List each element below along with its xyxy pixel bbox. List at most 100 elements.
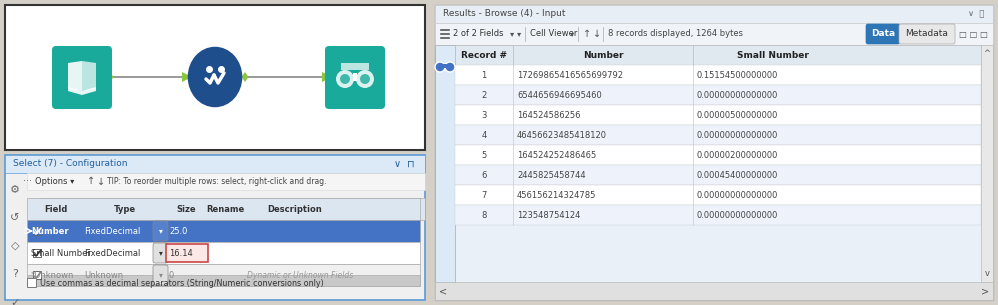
Bar xyxy=(5,155,425,173)
Text: ▾: ▾ xyxy=(570,30,574,38)
Text: Dynamic or Unknown Fields: Dynamic or Unknown Fields xyxy=(247,271,353,279)
Text: 0.15154500000000: 0.15154500000000 xyxy=(697,70,778,80)
Text: ◇: ◇ xyxy=(11,241,19,251)
Text: FixedDecimal: FixedDecimal xyxy=(84,249,141,257)
Bar xyxy=(27,173,425,190)
Text: ↺: ↺ xyxy=(10,213,20,223)
Text: 5: 5 xyxy=(481,150,487,160)
Text: Use commas as decimal separators (String/Numeric conversions only): Use commas as decimal separators (String… xyxy=(40,278,323,288)
Text: ✓: ✓ xyxy=(10,298,20,305)
Text: 0.00000000000000: 0.00000000000000 xyxy=(697,91,778,99)
FancyBboxPatch shape xyxy=(899,24,955,44)
Text: 2 of 2 Fields: 2 of 2 Fields xyxy=(453,30,504,38)
Text: 7: 7 xyxy=(481,191,487,199)
Bar xyxy=(27,198,420,220)
Text: ▾: ▾ xyxy=(510,30,514,38)
Polygon shape xyxy=(322,72,332,82)
Text: 0.00000000000000: 0.00000000000000 xyxy=(697,131,778,139)
Polygon shape xyxy=(82,61,96,91)
Circle shape xyxy=(356,70,374,88)
Circle shape xyxy=(340,74,350,84)
Text: 25.0: 25.0 xyxy=(169,227,188,235)
Text: ⚙: ⚙ xyxy=(10,185,20,195)
Text: ▾: ▾ xyxy=(159,249,163,257)
Ellipse shape xyxy=(188,47,243,107)
Bar xyxy=(27,275,420,286)
Bar xyxy=(455,105,981,125)
Text: 0.00000000000000: 0.00000000000000 xyxy=(697,210,778,220)
Text: <: < xyxy=(439,286,447,296)
FancyBboxPatch shape xyxy=(866,24,900,44)
Text: 0: 0 xyxy=(169,271,175,279)
Text: 2445825458744: 2445825458744 xyxy=(517,170,586,180)
Text: 3: 3 xyxy=(481,110,487,120)
Circle shape xyxy=(360,74,370,84)
Bar xyxy=(435,45,455,282)
Bar xyxy=(27,242,420,264)
Text: Type: Type xyxy=(114,204,136,214)
Text: Cell Viewer: Cell Viewer xyxy=(530,30,578,38)
Text: ▾: ▾ xyxy=(517,30,521,38)
Text: Unknown: Unknown xyxy=(84,271,123,279)
Bar xyxy=(5,5,425,150)
Bar xyxy=(27,264,420,286)
Text: Description: Description xyxy=(267,204,322,214)
Text: ▾: ▾ xyxy=(159,227,163,235)
Polygon shape xyxy=(107,72,114,82)
Text: Size: Size xyxy=(177,204,196,214)
Text: ▾: ▾ xyxy=(159,271,163,279)
Text: ···: ··· xyxy=(23,176,32,186)
Text: Metadata: Metadata xyxy=(905,30,948,38)
Polygon shape xyxy=(242,72,249,82)
Text: ↑: ↑ xyxy=(87,177,95,186)
Text: ↓: ↓ xyxy=(97,177,105,186)
Bar xyxy=(27,278,36,287)
Bar xyxy=(5,155,425,300)
Bar xyxy=(441,64,449,68)
FancyBboxPatch shape xyxy=(325,46,385,109)
Text: 164524586256: 164524586256 xyxy=(517,110,581,120)
Text: 8: 8 xyxy=(481,210,487,220)
Text: Record #: Record # xyxy=(461,51,507,59)
Bar xyxy=(455,165,981,185)
Text: 456156214324785: 456156214324785 xyxy=(517,191,597,199)
Bar xyxy=(33,271,41,279)
Text: 2: 2 xyxy=(481,91,487,99)
Bar xyxy=(455,125,981,145)
Text: TIP: To reorder multiple rows: select, right-click and drag.: TIP: To reorder multiple rows: select, r… xyxy=(107,177,326,186)
Bar xyxy=(40,198,425,220)
Text: ∨  📌: ∨ 📌 xyxy=(968,9,984,19)
Bar xyxy=(435,282,993,300)
Text: ↑: ↑ xyxy=(583,29,591,39)
Circle shape xyxy=(445,62,455,72)
Text: Data: Data xyxy=(871,30,895,38)
Bar xyxy=(435,5,993,300)
Text: 123548754124: 123548754124 xyxy=(517,210,581,220)
Bar xyxy=(341,63,369,70)
Text: Field: Field xyxy=(44,204,67,214)
Text: ∨: ∨ xyxy=(393,159,400,169)
FancyBboxPatch shape xyxy=(153,265,168,285)
Bar xyxy=(27,220,420,242)
Text: □ □ □: □ □ □ xyxy=(959,30,988,38)
Text: Small Number: Small Number xyxy=(31,249,91,257)
Text: 0.00000500000000: 0.00000500000000 xyxy=(697,110,778,120)
Bar xyxy=(33,249,41,257)
Text: 6544656946695460: 6544656946695460 xyxy=(517,91,602,99)
Bar xyxy=(455,85,981,105)
FancyBboxPatch shape xyxy=(153,243,168,263)
Text: Results - Browse (4) - Input: Results - Browse (4) - Input xyxy=(443,9,566,19)
Polygon shape xyxy=(182,72,192,82)
Text: 46456623485418120: 46456623485418120 xyxy=(517,131,607,139)
Bar xyxy=(455,205,981,225)
Circle shape xyxy=(435,62,445,72)
Text: v: v xyxy=(984,270,989,278)
Polygon shape xyxy=(68,87,96,95)
Polygon shape xyxy=(68,61,82,91)
Text: 6: 6 xyxy=(481,170,487,180)
Text: ⊓: ⊓ xyxy=(407,159,415,169)
Text: Number: Number xyxy=(31,227,69,235)
Text: ?: ? xyxy=(12,269,18,279)
Text: 8 records displayed, 1264 bytes: 8 records displayed, 1264 bytes xyxy=(608,30,743,38)
FancyBboxPatch shape xyxy=(153,221,168,241)
